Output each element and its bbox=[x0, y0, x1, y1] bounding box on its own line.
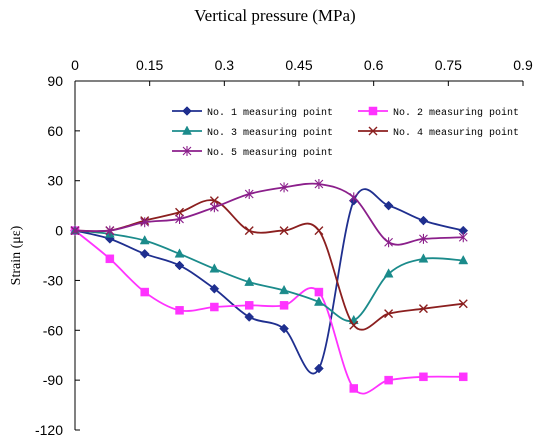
data-point-series-5 bbox=[105, 225, 115, 236]
legend-label: No. 4 measuring point bbox=[393, 127, 519, 139]
data-point-series-1 bbox=[209, 283, 220, 294]
series-line-4 bbox=[74, 199, 464, 331]
data-point-series-5 bbox=[244, 189, 254, 200]
data-point-series-4 bbox=[349, 320, 359, 330]
y-tick-label: 90 bbox=[47, 73, 63, 89]
data-point-series-4 bbox=[175, 207, 185, 217]
series-line-3 bbox=[74, 229, 464, 322]
data-point-series-4 bbox=[418, 304, 428, 314]
data-point-series-3 bbox=[209, 263, 220, 273]
data-point-series-5 bbox=[349, 192, 359, 203]
data-point-series-5 bbox=[175, 213, 184, 224]
data-point-series-3 bbox=[458, 254, 469, 265]
legend-swatch-marker bbox=[368, 126, 378, 136]
series-line-2 bbox=[74, 229, 464, 395]
data-point-series-4 bbox=[314, 226, 324, 236]
data-point-series-4 bbox=[244, 226, 254, 236]
data-point-series-2 bbox=[105, 254, 115, 264]
data-point-series-3 bbox=[313, 296, 324, 306]
data-point-series-4 bbox=[384, 309, 394, 319]
data-point-series-5 bbox=[140, 217, 150, 228]
data-point-series-5 bbox=[279, 182, 289, 193]
chart-layer: Vertical pressure (MPa) 0 0.15 0.3 0.45 0.6 0.… bbox=[9, 6, 533, 438]
data-point-series-1 bbox=[383, 200, 394, 211]
data-point-series-3 bbox=[174, 248, 185, 258]
legend-swatch-marker bbox=[182, 106, 192, 116]
data-point-series-2 bbox=[349, 384, 359, 393]
data-point-series-4 bbox=[209, 196, 219, 206]
data-point-series-3 bbox=[139, 235, 150, 245]
data-point-series-5 bbox=[419, 233, 428, 244]
data-point-series-2 bbox=[244, 301, 254, 310]
y-axis-label: Strain (με) bbox=[9, 225, 24, 285]
data-point-series-5 bbox=[70, 225, 80, 236]
data-point-series-2 bbox=[279, 301, 289, 310]
legend-label: No. 5 measuring point bbox=[207, 147, 333, 159]
series-line-5 bbox=[74, 182, 464, 246]
data-point-series-5 bbox=[209, 202, 219, 213]
data-point-series-3 bbox=[383, 268, 394, 278]
data-point-series-2 bbox=[384, 375, 393, 385]
chart-title: Vertical pressure (MPa) bbox=[194, 6, 355, 25]
data-point-series-5 bbox=[458, 232, 468, 243]
x-tick-label: 0.15 bbox=[136, 57, 163, 73]
legend-label: No. 3 measuring point bbox=[207, 127, 333, 139]
data-point-series-2 bbox=[314, 287, 324, 297]
data-point-series-2 bbox=[459, 372, 468, 382]
data-point-series-2 bbox=[175, 306, 184, 315]
y-tick-label: -90 bbox=[43, 372, 63, 388]
x-tick-label: 0.45 bbox=[285, 57, 312, 73]
x-tick-label: 0.6 bbox=[364, 57, 384, 73]
data-point-series-4 bbox=[279, 226, 289, 236]
data-point-series-1 bbox=[174, 260, 185, 271]
y-tick-label: -60 bbox=[43, 322, 63, 338]
x-tick-label: 0.3 bbox=[215, 57, 235, 73]
data-point-series-3 bbox=[279, 284, 289, 295]
data-point-series-2 bbox=[210, 302, 219, 312]
legend-swatch-marker bbox=[182, 146, 192, 156]
y-tick-label: -120 bbox=[35, 422, 63, 438]
legend-swatch-marker bbox=[182, 125, 192, 135]
y-tick-label: 30 bbox=[47, 173, 63, 189]
data-point-series-3 bbox=[244, 276, 255, 286]
y-tick-label: 60 bbox=[47, 123, 63, 139]
data-point-series-4 bbox=[458, 299, 468, 309]
data-point-series-1 bbox=[314, 363, 324, 374]
legend-label: No. 1 measuring point bbox=[207, 107, 333, 119]
x-tick-label: 0 bbox=[71, 57, 79, 73]
data-point-series-3 bbox=[418, 253, 429, 263]
data-point-series-2 bbox=[140, 287, 149, 297]
x-tick-label: 0.9 bbox=[513, 57, 533, 73]
data-point-series-2 bbox=[419, 372, 428, 382]
y-tick-label: 0 bbox=[55, 223, 63, 239]
data-point-series-5 bbox=[314, 179, 324, 190]
data-point-series-5 bbox=[384, 237, 393, 248]
legend-label: No. 2 measuring point bbox=[393, 107, 519, 119]
data-point-series-1 bbox=[244, 312, 255, 322]
data-point-series-1 bbox=[279, 323, 289, 334]
data-point-series-1 bbox=[139, 248, 150, 259]
y-tick-label: -30 bbox=[43, 272, 63, 288]
legend-swatch-marker bbox=[368, 106, 378, 116]
x-tick-label: 0.75 bbox=[435, 57, 462, 73]
data-point-series-1 bbox=[418, 215, 429, 226]
